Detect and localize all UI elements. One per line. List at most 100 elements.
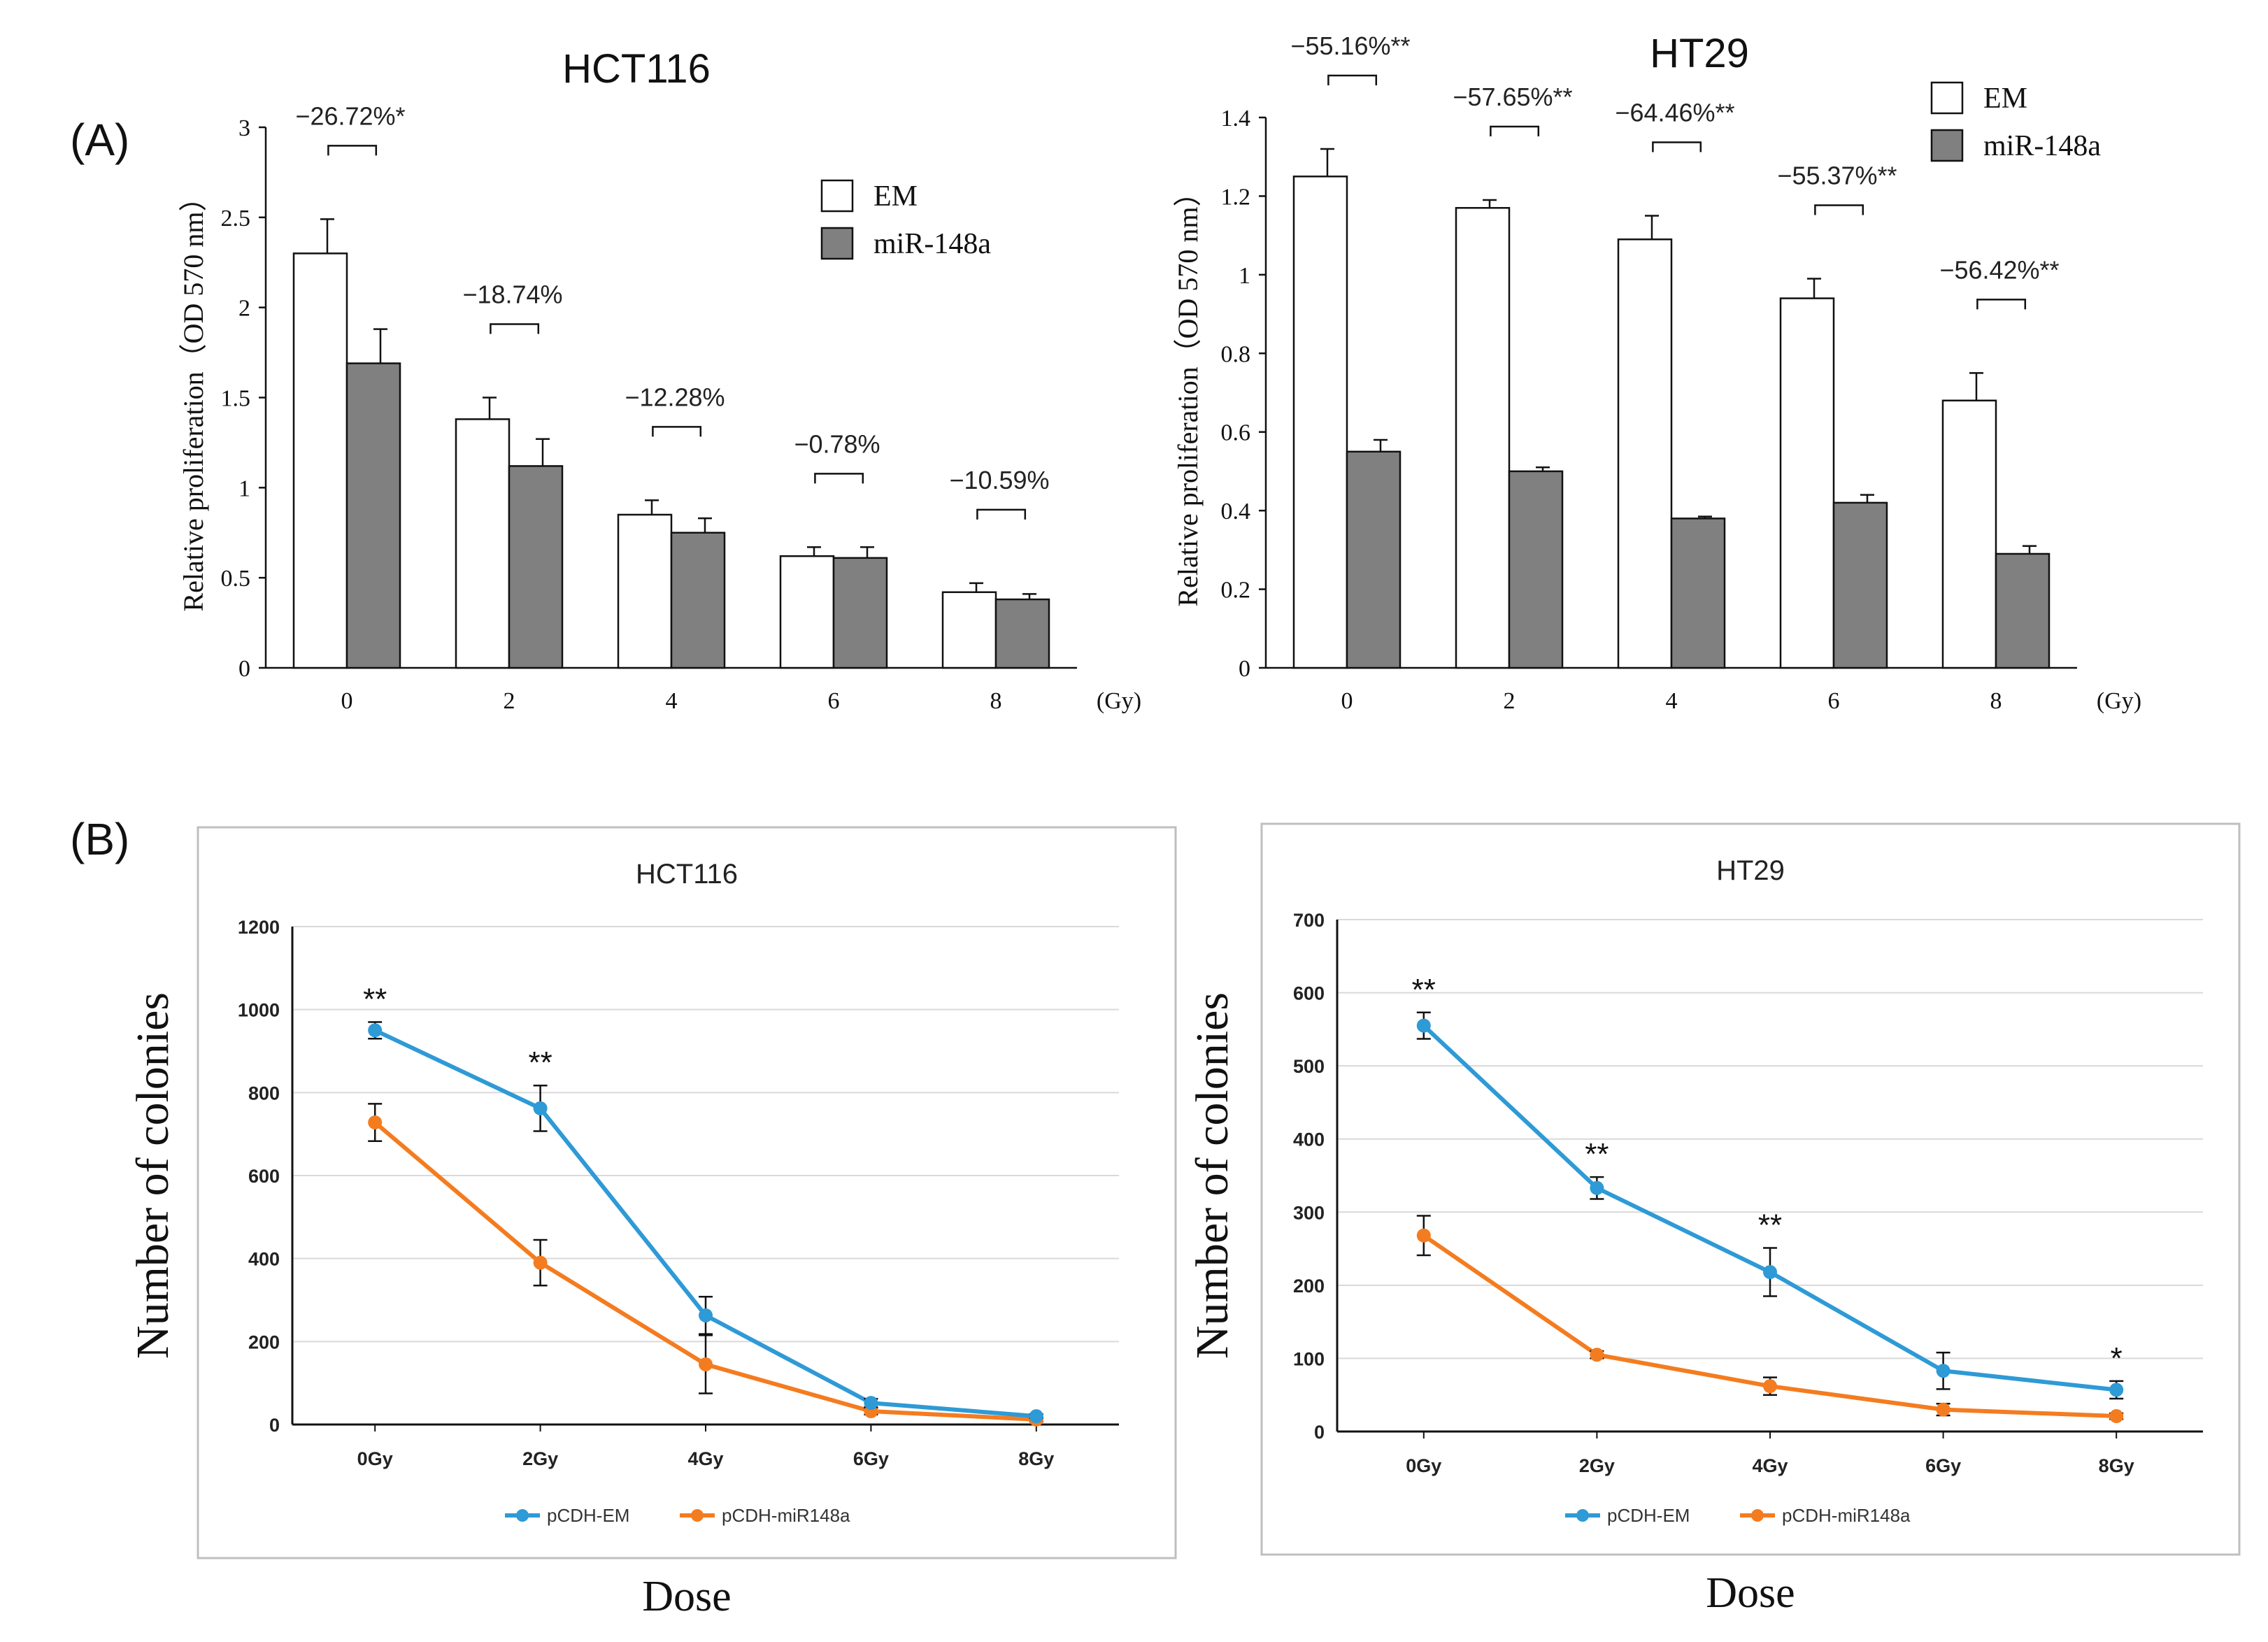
x-tick-label: 4 — [1666, 688, 1678, 714]
y-tick-label: 2 — [238, 296, 250, 322]
x-tick-label: 4Gy — [1752, 1455, 1788, 1476]
y-tick-label: 200 — [1293, 1276, 1325, 1297]
y-tick-label: 600 — [248, 1166, 280, 1187]
em-bar — [779, 555, 835, 669]
em-bar — [455, 418, 511, 669]
chart-title: HCT116 — [636, 859, 738, 890]
percent-change-annotation: −64.46%** — [1615, 99, 1734, 127]
mir148a-bar — [1832, 501, 1888, 669]
y-tick-label: 0.2 — [1221, 578, 1251, 604]
legend-label: EM — [873, 180, 918, 213]
significance-bracket — [1814, 204, 1864, 215]
x-tick-label: 0 — [1341, 688, 1353, 714]
y-axis-label: Relative proliferation（OD 570 nm） — [1172, 178, 1204, 606]
chart-frame — [197, 826, 1177, 1559]
legend-label: pCDH-EM — [1607, 1505, 1690, 1526]
legend-label: miR-148a — [1983, 130, 2101, 162]
y-tick-label: 1.5 — [221, 386, 251, 412]
percent-change-annotation: −56.42%** — [1939, 255, 2059, 284]
significance-star: ** — [1412, 973, 1436, 1007]
panel-label-b: (B) — [70, 814, 129, 864]
significance-bracket — [1976, 299, 2027, 310]
chart-title: HT29 — [1716, 855, 1785, 886]
x-tick-label: 6 — [828, 688, 840, 714]
percent-change-annotation: −57.65%** — [1453, 83, 1572, 111]
significance-bracket — [327, 145, 378, 156]
mir148a-data-point — [533, 1255, 548, 1270]
x-tick-label: 0Gy — [1406, 1455, 1441, 1476]
x-tick-label: 0Gy — [357, 1448, 393, 1469]
ht29-colonies-line-chart: HT29 0 100 200 300 400 500 600 700 0Gy 2Gy 4Gy 6Gy 8G… — [1187, 822, 2241, 1617]
y-axis-label: Relative proliferation（OD 570 nm） — [178, 183, 209, 611]
x-tick-label: 4Gy — [687, 1448, 723, 1469]
y-tick-label: 600 — [1293, 983, 1325, 1004]
x-tick-label: 2 — [504, 688, 515, 714]
mir148a-bar — [508, 465, 564, 669]
y-tick-label: 1.2 — [1221, 184, 1251, 210]
mir148a-data-point — [1936, 1402, 1950, 1417]
legend-label: pCDH-EM — [547, 1505, 629, 1526]
legend-swatch-mir148a — [820, 227, 854, 260]
mir148a-bar — [994, 598, 1050, 669]
mir148a-bar — [832, 557, 888, 669]
em-bar — [1941, 399, 1997, 669]
legend-label: pCDH-miR148a — [1782, 1505, 1911, 1526]
y-tick-label: 300 — [1293, 1202, 1325, 1223]
y-tick-label: 1000 — [238, 1000, 280, 1021]
percent-change-annotation: −18.74% — [462, 280, 562, 309]
y-tick-label: 3 — [238, 115, 250, 141]
mir148a-bar — [345, 362, 401, 669]
hct116-proliferation-bar-chart: HCT116 0 0.5 1 1.5 2 2.5 3 Relative proliferatio… — [178, 46, 1141, 714]
legend-swatch-em — [820, 179, 854, 213]
em-data-point — [1763, 1265, 1777, 1280]
em-bar — [1455, 207, 1511, 669]
mir148a-data-point — [1416, 1228, 1431, 1243]
significance-bracket — [652, 426, 702, 437]
x-tick-label: 6 — [1828, 688, 1840, 714]
chart-frame — [1260, 822, 2241, 1556]
hct116-colonies-line-chart: HCT116 0 200 400 600 800 1000 1200 0Gy 2Gy 4Gy 6Gy 8… — [127, 826, 1177, 1620]
y-tick-label: 1.4 — [1221, 106, 1251, 131]
chart-title: HCT116 — [562, 46, 711, 92]
percent-change-annotation: −55.37%** — [1777, 161, 1897, 190]
x-tick-label: 8Gy — [2099, 1455, 2134, 1476]
mir148a-data-point — [1590, 1348, 1604, 1362]
mir148a-bar — [1508, 470, 1564, 669]
em-data-point — [699, 1308, 713, 1322]
x-tick-label: 8Gy — [1018, 1448, 1054, 1469]
legend-marker-em — [516, 1509, 529, 1522]
x-axis-label: Dose — [1706, 1569, 1795, 1617]
y-axis-label: Number of colonies — [127, 992, 178, 1359]
percent-change-annotation: −26.72%* — [295, 101, 405, 130]
em-data-point — [533, 1101, 548, 1115]
x-tick-label: 0 — [341, 688, 353, 714]
significance-star: ** — [1758, 1208, 1782, 1243]
mir148a-data-point — [699, 1357, 713, 1371]
em-data-point — [864, 1396, 878, 1411]
y-tick-label: 1200 — [238, 917, 280, 938]
mir148a-data-point — [1763, 1379, 1777, 1394]
y-tick-label: 0 — [238, 656, 250, 682]
panel-label-a: (A) — [70, 115, 129, 165]
percent-change-annotation: −0.78% — [794, 429, 880, 458]
em-bar — [292, 252, 348, 669]
em-bar — [1292, 176, 1348, 669]
significance-bracket — [814, 473, 864, 484]
y-tick-label: 1 — [238, 476, 250, 501]
em-data-point — [1029, 1409, 1043, 1424]
x-tick-label: 8 — [990, 688, 1002, 714]
significance-star: ** — [363, 982, 387, 1016]
significance-bracket — [1652, 141, 1702, 152]
ht29-proliferation-bar-chart: HT29 0 0.2 0.4 0.6 0.8 1 1.2 1.4 Relative prolife… — [1172, 31, 2141, 714]
x-unit-label: (Gy) — [1097, 688, 1141, 714]
y-tick-label: 0.5 — [221, 566, 251, 592]
x-tick-label: 2Gy — [522, 1448, 558, 1469]
em-bar — [1779, 297, 1835, 669]
mir148a-data-point — [368, 1115, 383, 1130]
em-data-point — [368, 1023, 383, 1038]
y-tick-label: 400 — [248, 1249, 280, 1270]
legend-label: EM — [1983, 83, 2027, 115]
legend-marker-em — [1576, 1509, 1589, 1522]
percent-change-annotation: −55.16%** — [1290, 31, 1410, 60]
